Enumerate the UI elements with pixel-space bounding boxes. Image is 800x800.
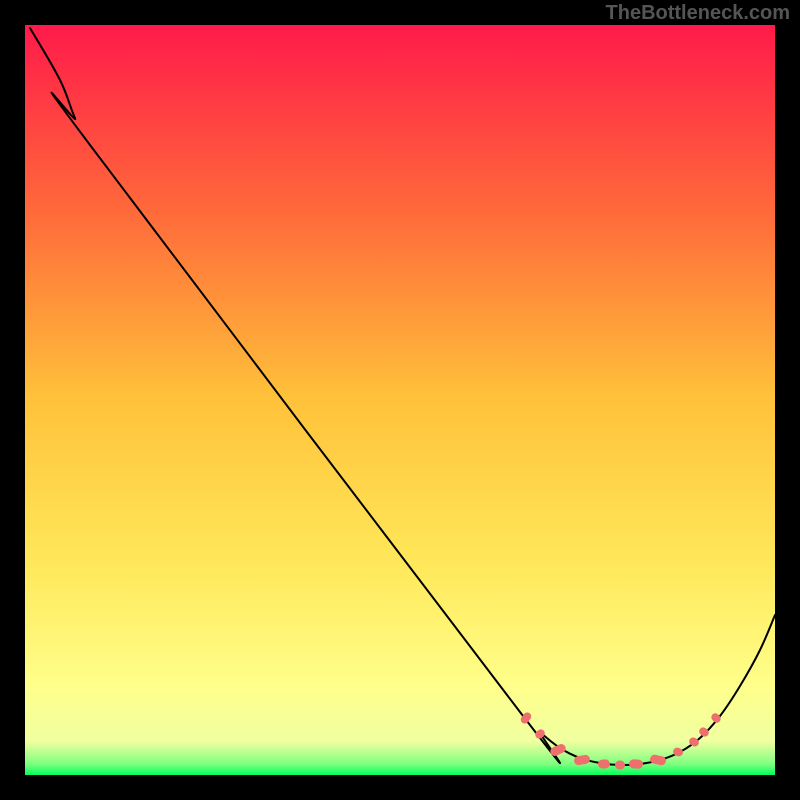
chart-container: TheBottleneck.com [0,0,800,800]
curve-marker [598,759,610,769]
watermark-text: TheBottleneck.com [606,2,790,25]
curve-marker [629,759,644,769]
curve-marker [615,761,625,770]
bottleneck-chart [0,0,800,800]
chart-background [25,25,775,775]
